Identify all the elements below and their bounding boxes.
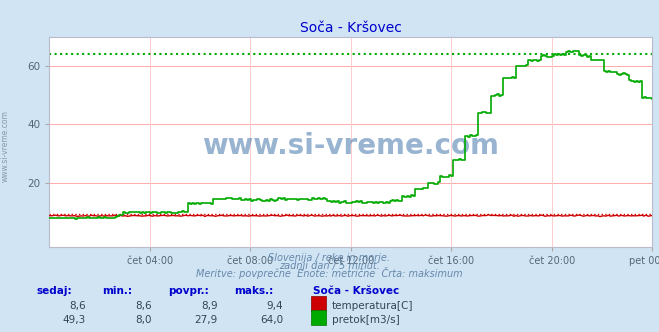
Text: 8,6: 8,6	[135, 301, 152, 311]
Text: 8,6: 8,6	[69, 301, 86, 311]
Text: 27,9: 27,9	[194, 315, 217, 325]
Text: Slovenija / reke in morje.: Slovenija / reke in morje.	[268, 253, 391, 263]
Text: temperatura[C]: temperatura[C]	[332, 301, 414, 311]
Text: 9,4: 9,4	[267, 301, 283, 311]
Text: 8,0: 8,0	[135, 315, 152, 325]
Text: Meritve: povprečne  Enote: metrične  Črta: maksimum: Meritve: povprečne Enote: metrične Črta:…	[196, 267, 463, 279]
Text: min.:: min.:	[102, 286, 132, 296]
Text: 64,0: 64,0	[260, 315, 283, 325]
Text: www.si-vreme.com: www.si-vreme.com	[202, 132, 500, 160]
Text: 8,9: 8,9	[201, 301, 217, 311]
Text: 49,3: 49,3	[63, 315, 86, 325]
Text: maks.:: maks.:	[234, 286, 273, 296]
Text: www.si-vreme.com: www.si-vreme.com	[1, 110, 10, 182]
Title: Soča - Kršovec: Soča - Kršovec	[300, 21, 402, 35]
Text: sedaj:: sedaj:	[36, 286, 72, 296]
Text: povpr.:: povpr.:	[168, 286, 209, 296]
Text: Soča - Kršovec: Soča - Kršovec	[313, 286, 399, 296]
Text: zadnji dan / 5 minut.: zadnji dan / 5 minut.	[279, 261, 380, 271]
Text: pretok[m3/s]: pretok[m3/s]	[332, 315, 400, 325]
